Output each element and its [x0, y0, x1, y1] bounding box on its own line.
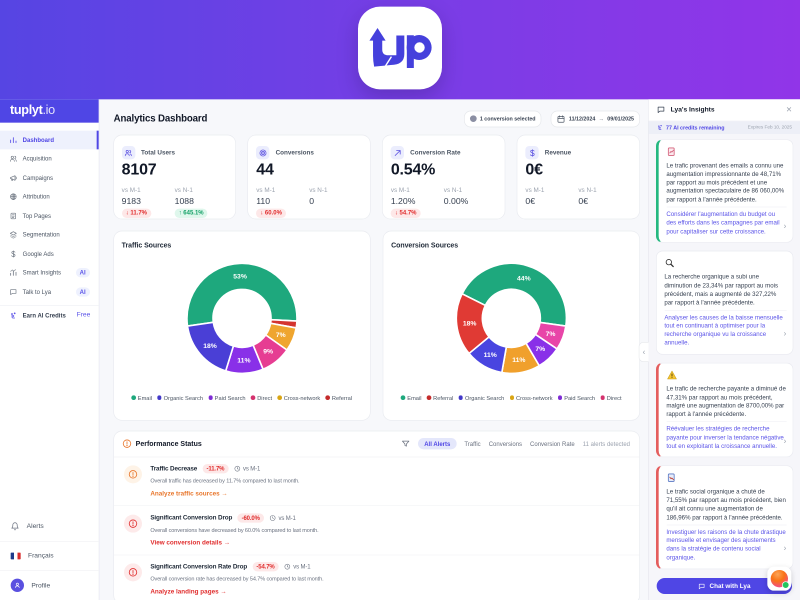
svg-text:18%: 18%: [203, 343, 217, 350]
svg-text:11%: 11%: [512, 357, 525, 364]
svg-text:11%: 11%: [237, 357, 250, 364]
svg-text:53%: 53%: [233, 273, 247, 280]
svg-text:7%: 7%: [535, 346, 545, 353]
svg-text:7%: 7%: [546, 331, 556, 338]
svg-text:9%: 9%: [263, 348, 273, 355]
svg-text:7%: 7%: [276, 332, 286, 339]
svg-text:18%: 18%: [463, 320, 477, 327]
svg-text:44%: 44%: [517, 275, 531, 282]
svg-text:11%: 11%: [484, 352, 497, 359]
